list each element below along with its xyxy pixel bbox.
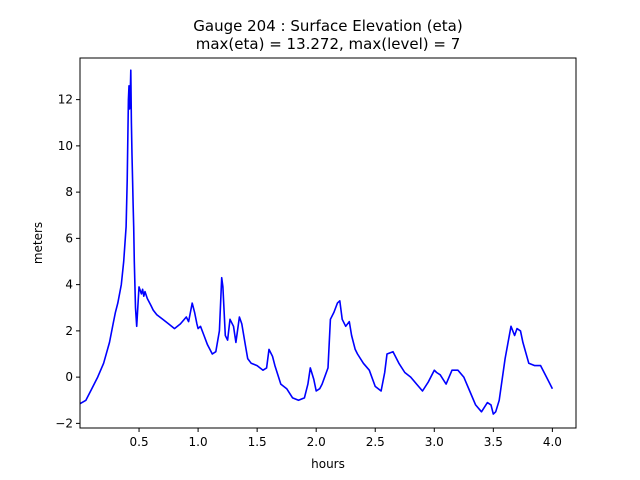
y-tick-label: −2: [55, 416, 73, 430]
axis-ticks: 0.5 1.0 1.5 2.0 2.5 3.0 3.5 4.0 −2 0 2 4 6 8 10 12: [55, 93, 562, 449]
y-tick-label: 8: [65, 185, 73, 199]
y-tick-label: 10: [58, 139, 73, 153]
x-tick-label: 2.5: [366, 435, 385, 449]
x-tick-label: 4.0: [543, 435, 562, 449]
x-tick-label: 3.5: [484, 435, 503, 449]
x-axis-label: hours: [311, 457, 345, 471]
series-line-eta: [79, 69, 554, 415]
y-tick-label: 6: [65, 231, 73, 245]
chart-title-line1: Gauge 204 : Surface Elevation (eta): [193, 17, 462, 35]
x-tick-label: 2.0: [307, 435, 326, 449]
x-tick-label: 3.0: [425, 435, 444, 449]
y-tick-label: 4: [65, 278, 73, 292]
x-tick-label: 1.0: [189, 435, 208, 449]
plot-area-frame: [79, 57, 577, 429]
chart-title-line2: max(eta) = 13.272, max(level) = 7: [196, 35, 461, 53]
y-tick-label: 12: [58, 93, 73, 107]
y-axis-label: meters: [31, 222, 45, 264]
y-tick-label: 0: [65, 370, 73, 384]
x-tick-label: 1.5: [248, 435, 267, 449]
x-tick-label: 0.5: [130, 435, 149, 449]
series-layer: [79, 69, 554, 415]
y-tick-label: 2: [65, 324, 73, 338]
